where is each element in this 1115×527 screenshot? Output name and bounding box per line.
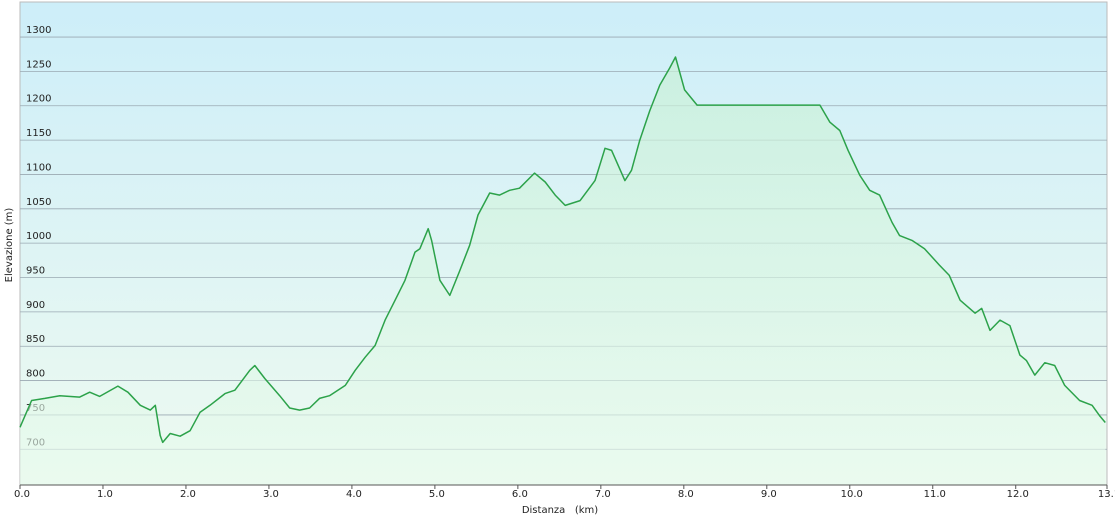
x-axis-label: Distanza (km) — [522, 505, 598, 516]
x-tick-label: 11.0 — [924, 489, 946, 500]
x-tick-label: 0.0 — [14, 489, 30, 500]
y-tick-label: 1000 — [26, 231, 51, 242]
elevation-line — [19, 56, 1106, 444]
x-tick-label: 2.0 — [180, 489, 196, 500]
x-tick-label: 9.0 — [761, 489, 777, 500]
y-tick-label: 1250 — [26, 59, 51, 70]
x-tick-label: 12.0 — [1007, 489, 1029, 500]
x-tick-label: 5.0 — [429, 489, 445, 500]
x-tick-label: 13.1 — [1098, 489, 1115, 500]
y-axis-label: Elevazione (m) — [4, 208, 15, 283]
y-tick-label: 900 — [26, 300, 45, 311]
area-fill — [20, 57, 1106, 485]
y-tick-label: 1150 — [26, 128, 51, 139]
y-tick-label: 1050 — [26, 197, 51, 208]
x-tick-label: 8.0 — [678, 489, 694, 500]
x-tick-label: 7.0 — [595, 489, 611, 500]
x-tick-label: 6.0 — [512, 489, 528, 500]
x-tick-label: 1.0 — [97, 489, 113, 500]
x-tick-label: 10.0 — [841, 489, 863, 500]
y-tick-label: 1100 — [26, 162, 51, 173]
y-tick-label: 1300 — [26, 25, 51, 36]
y-tick-label: 800 — [26, 369, 45, 380]
x-tick-label: 4.0 — [346, 489, 362, 500]
y-tick-label: 1200 — [26, 94, 51, 105]
y-tick-label: 850 — [26, 334, 45, 345]
y-tick-label: 950 — [26, 266, 45, 277]
x-tick-label: 3.0 — [263, 489, 279, 500]
